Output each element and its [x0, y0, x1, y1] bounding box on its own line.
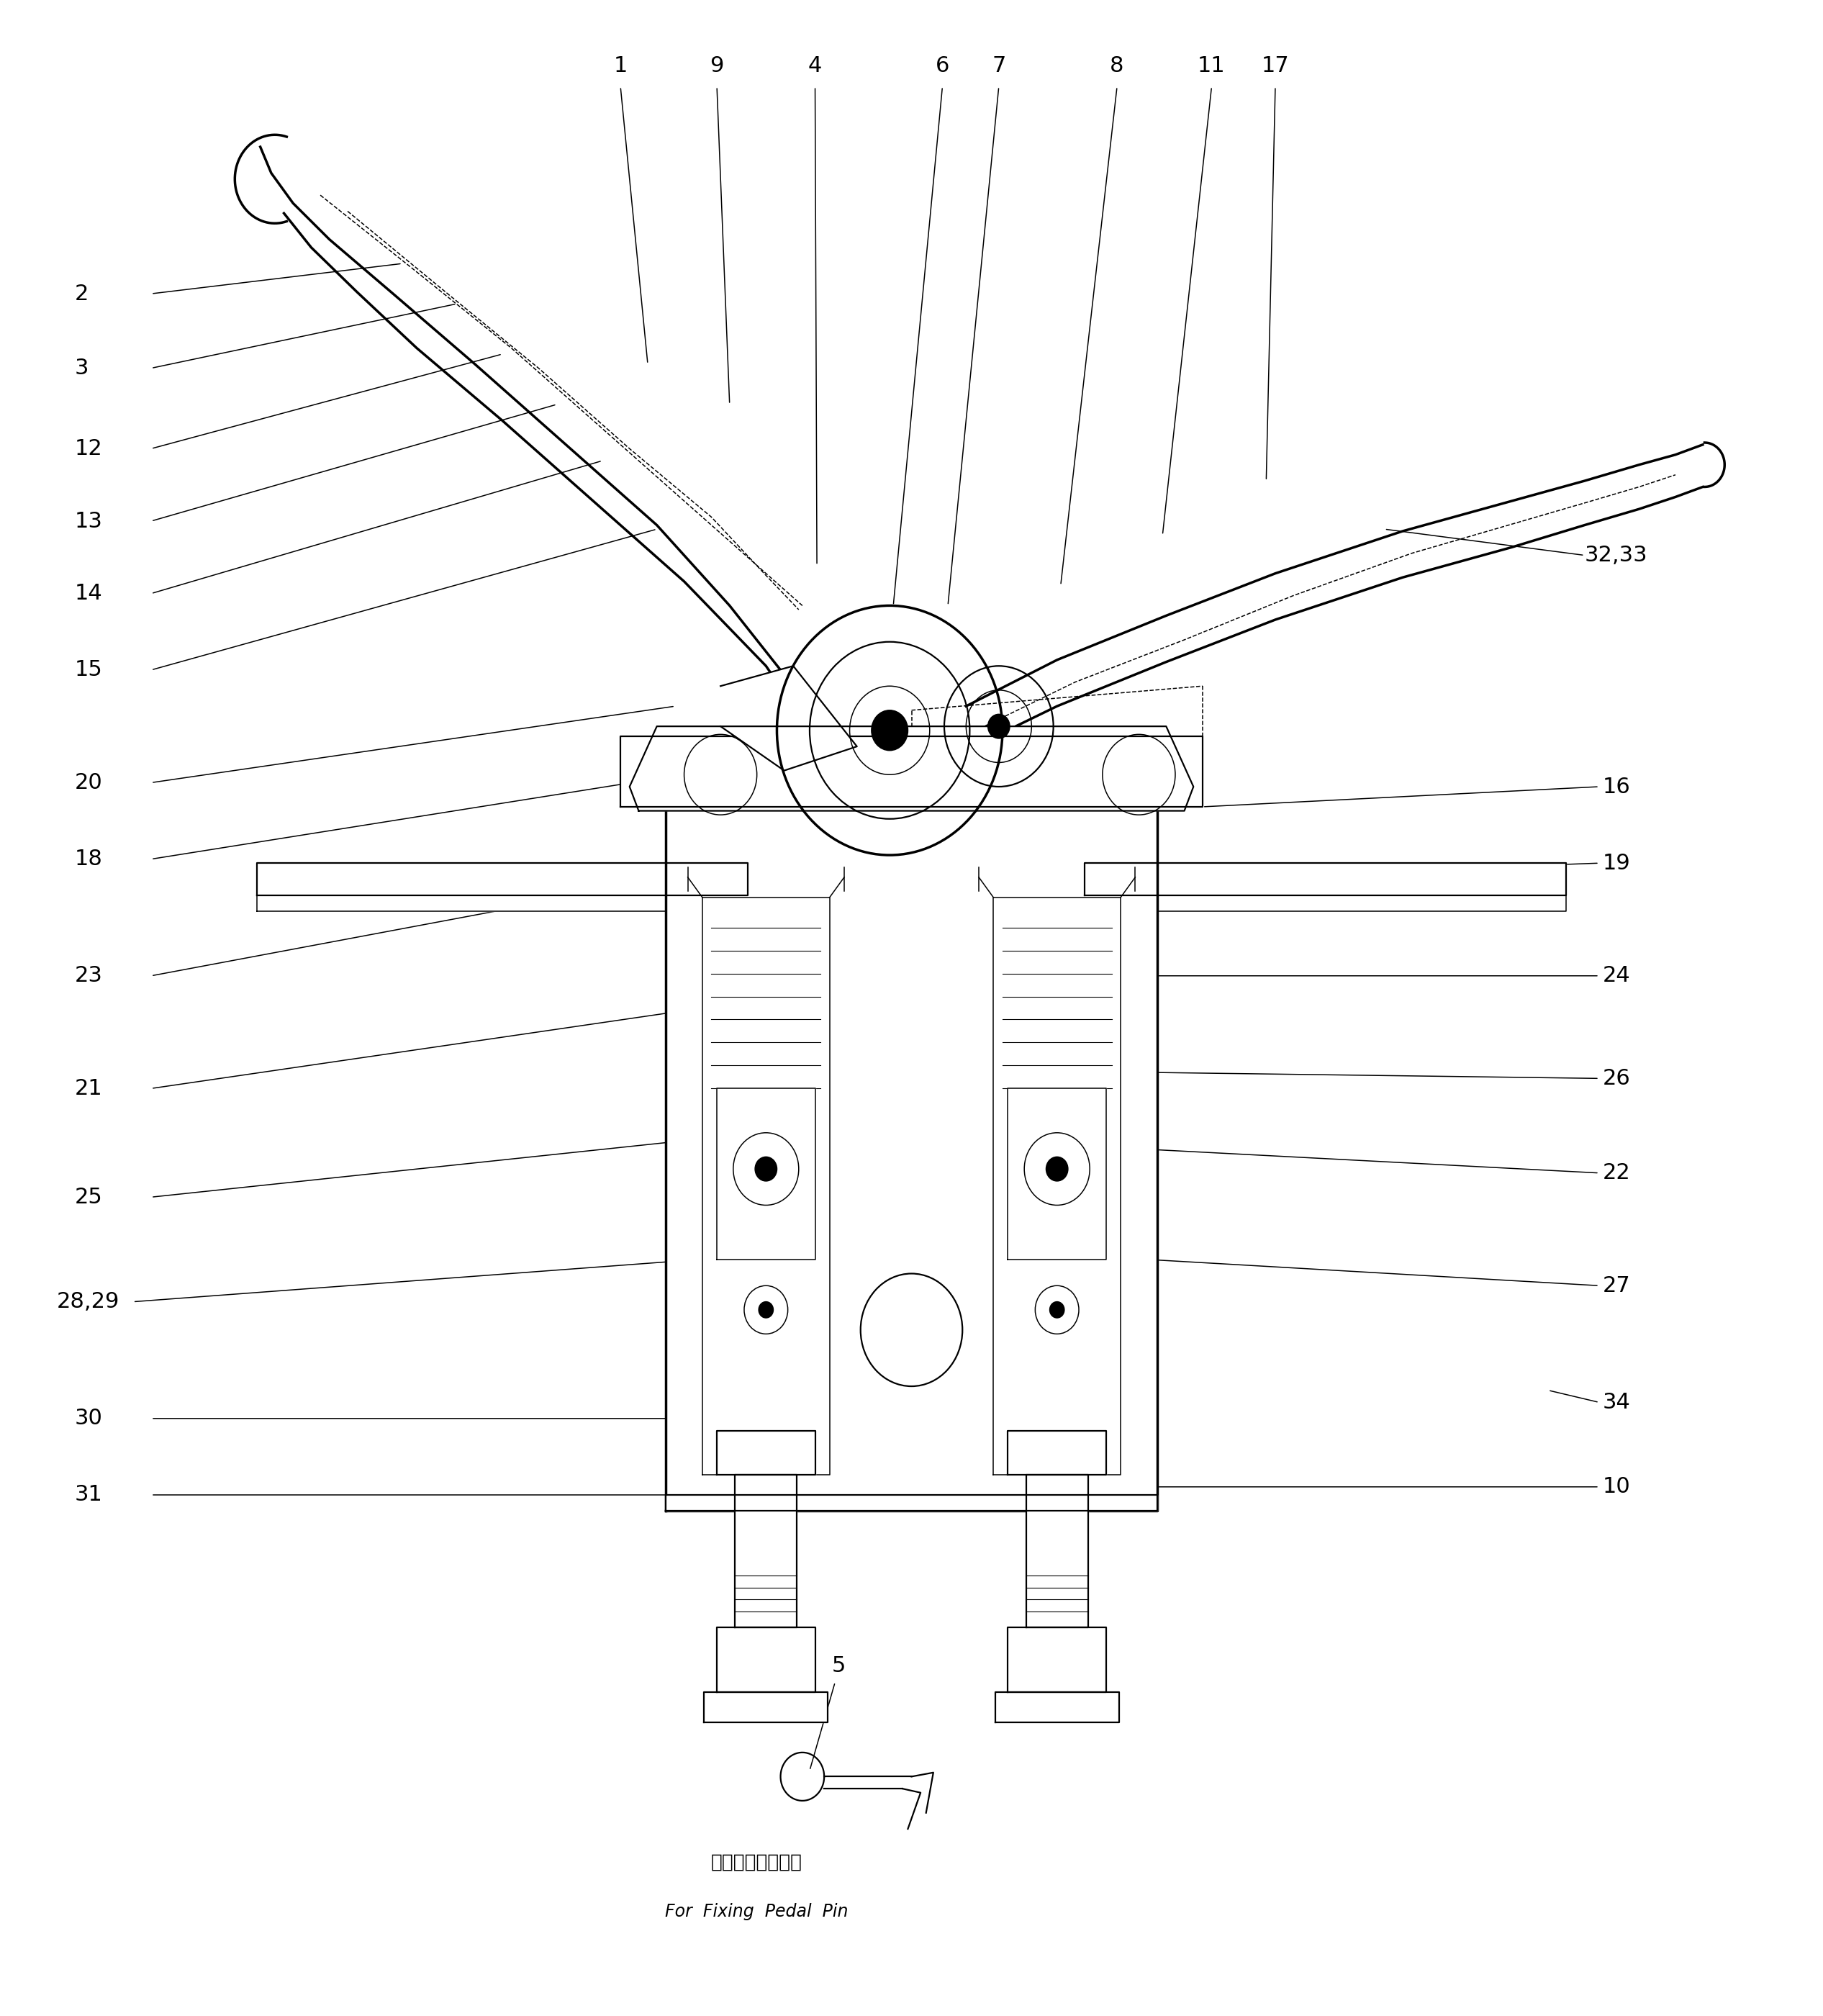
Text: 8: 8: [1110, 56, 1125, 77]
Text: 16: 16: [1602, 776, 1630, 796]
Polygon shape: [257, 863, 747, 895]
Text: 20: 20: [75, 772, 102, 792]
Text: 32,33: 32,33: [1584, 544, 1648, 566]
Text: 10: 10: [1602, 1476, 1630, 1498]
Polygon shape: [702, 897, 829, 1476]
Polygon shape: [994, 897, 1121, 1476]
Circle shape: [755, 1157, 777, 1181]
Text: 12: 12: [75, 437, 102, 460]
Text: For  Fixing  Pedal  Pin: For Fixing Pedal Pin: [665, 1903, 848, 1921]
Circle shape: [1046, 1157, 1068, 1181]
Text: 1: 1: [614, 56, 627, 77]
Text: 30: 30: [75, 1407, 102, 1429]
Polygon shape: [704, 1691, 828, 1722]
Text: 28,29: 28,29: [57, 1292, 120, 1312]
Text: 2: 2: [75, 284, 89, 304]
Text: 31: 31: [75, 1484, 102, 1506]
Text: 4: 4: [808, 56, 822, 77]
Text: 34: 34: [1602, 1391, 1632, 1413]
Polygon shape: [620, 736, 1203, 806]
Circle shape: [871, 710, 908, 750]
Polygon shape: [665, 1496, 1158, 1512]
Text: ペダルピン固定用: ペダルピン固定用: [711, 1853, 802, 1871]
Text: 19: 19: [1602, 853, 1630, 873]
Polygon shape: [716, 1431, 815, 1476]
Text: 9: 9: [709, 56, 724, 77]
Circle shape: [1050, 1302, 1065, 1318]
Polygon shape: [1158, 895, 1566, 911]
Polygon shape: [716, 1089, 815, 1260]
Text: 18: 18: [75, 849, 102, 869]
Polygon shape: [257, 895, 665, 911]
Text: 22: 22: [1602, 1163, 1630, 1183]
Polygon shape: [995, 1691, 1119, 1722]
Text: 24: 24: [1602, 966, 1630, 986]
Polygon shape: [1008, 1627, 1107, 1691]
Polygon shape: [665, 776, 1158, 1512]
Text: 11: 11: [1198, 56, 1225, 77]
Text: 13: 13: [75, 510, 102, 532]
Polygon shape: [629, 726, 1194, 810]
Text: 3: 3: [75, 357, 89, 379]
Text: 27: 27: [1602, 1276, 1630, 1296]
Polygon shape: [720, 665, 857, 770]
Text: 14: 14: [75, 583, 102, 605]
Circle shape: [988, 714, 1010, 738]
Polygon shape: [1008, 1431, 1107, 1476]
Text: 25: 25: [75, 1187, 102, 1208]
Text: 23: 23: [75, 966, 102, 986]
Text: 26: 26: [1602, 1068, 1630, 1089]
Polygon shape: [735, 1476, 797, 1627]
Text: 7: 7: [992, 56, 1006, 77]
Text: 6: 6: [935, 56, 950, 77]
Circle shape: [758, 1302, 773, 1318]
Text: 17: 17: [1262, 56, 1289, 77]
Text: 21: 21: [75, 1079, 102, 1099]
Polygon shape: [1026, 1476, 1088, 1627]
Polygon shape: [1085, 863, 1566, 895]
Text: 15: 15: [75, 659, 102, 681]
Polygon shape: [716, 1627, 815, 1691]
Polygon shape: [1008, 1089, 1107, 1260]
Text: 5: 5: [831, 1655, 846, 1675]
